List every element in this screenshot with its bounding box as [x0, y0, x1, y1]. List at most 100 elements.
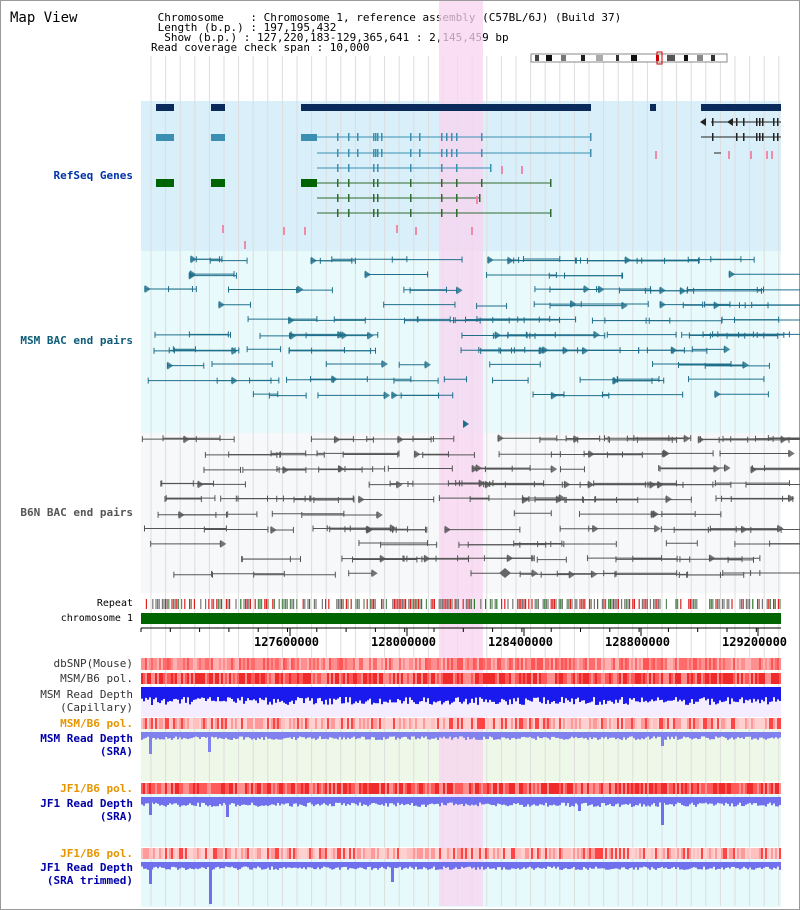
jf1-b6-pol-strip-2: [777, 848, 779, 859]
msm-capillary-depth: [609, 687, 611, 701]
msm-capillary-depth: [359, 687, 361, 701]
msm-capillary-depth: [407, 687, 409, 704]
msm-b6-pol-strip-2: [547, 718, 549, 729]
jf1-b6-pol-strip: [709, 783, 711, 794]
jf1-sra-depth: [737, 797, 739, 805]
jf1-b6-pol-strip-2: [721, 848, 723, 859]
dbsnp-strip: [237, 658, 239, 670]
msm-sra-depth: [535, 732, 537, 740]
msm-bac-pair-arrow: [337, 330, 344, 339]
jf1-trim-depth: [439, 862, 441, 870]
msm-b6-pol-strip: [385, 673, 387, 684]
jf1-b6-pol-strip: [291, 783, 293, 794]
jf1-b6-pol-strip: [731, 783, 733, 794]
jf1-b6-pol-strip: [163, 783, 165, 794]
jf1-sra-depth: [647, 797, 649, 806]
refseq-exon: [759, 118, 761, 126]
dbsnp-strip: [147, 658, 149, 670]
msm-b6-pol-strip-2: [321, 718, 323, 729]
msm-b6-pol-strip-2: [525, 718, 527, 729]
jf1-b6-pol-strip-2: [149, 848, 151, 859]
jf1-trim-depth: [295, 862, 297, 868]
msm-capillary-depth: [295, 687, 297, 701]
jf1-b6-pol-strip-2: [679, 848, 681, 859]
msm-sra-depth: [603, 732, 605, 739]
msm-capillary-depth: [501, 687, 503, 699]
jf1-sra-depth: [757, 797, 759, 806]
jf1-trim-depth: [555, 862, 557, 869]
repeat-mark: [747, 599, 749, 609]
msm-sra-depth: [437, 732, 439, 740]
repeat-mark: [491, 599, 493, 609]
msm-capillary-depth: [215, 687, 217, 702]
msm-b6-pol-strip-2: [355, 718, 357, 729]
msm-sra-depth: [751, 732, 753, 740]
msm-b6-pol-strip: [487, 673, 489, 684]
dbsnp-strip: [513, 658, 515, 670]
repeat-mark: [289, 599, 291, 609]
jf1-sra-depth: [277, 797, 279, 803]
jf1-b6-pol-strip: [285, 783, 287, 794]
jf1-b6-pol-strip-2: [425, 848, 427, 859]
jf1-sra-depth: [443, 797, 445, 805]
msm-capillary-depth: [339, 687, 341, 698]
jf1-b6-pol-strip-2: [153, 848, 155, 859]
msm-b6-pol-strip: [277, 673, 279, 684]
jf1-b6-pol-strip: [275, 783, 277, 794]
msm-capillary-depth: [469, 687, 471, 703]
jf1-trim-depth: [283, 862, 285, 868]
repeat-mark: [614, 599, 616, 609]
msm-b6-pol-strip-2: [643, 718, 645, 729]
jf1-b6-pol-strip-2: [477, 848, 479, 859]
msm-capillary-depth: [705, 687, 707, 701]
jf1-b6-pol-strip-2: [609, 848, 611, 859]
msm-b6-pol-strip-2: [531, 718, 533, 729]
jf1-b6-pol-strip: [621, 783, 623, 794]
jf1-b6-pol-strip: [143, 783, 145, 794]
refseq-genes-label[interactable]: RefSeq Genes: [53, 169, 133, 182]
refseq-exon: [756, 133, 758, 141]
msm-b6-pol-strip: [245, 673, 247, 684]
dbsnp-strip: [641, 658, 643, 670]
jf1-b6-pol-strip-2: [369, 848, 371, 859]
b6n-bac-label[interactable]: B6N BAC end pairs: [20, 506, 133, 519]
msm-b6-pol-strip-2: [535, 718, 537, 729]
jf1-trim-depth: [567, 862, 569, 870]
msm-bac-label[interactable]: MSM BAC end pairs: [20, 334, 133, 347]
msm-sra-depth: [557, 732, 559, 738]
jf1-sra-depth: [229, 797, 231, 805]
repeat-mark: [645, 599, 647, 609]
jf1-trim-depth: [411, 862, 413, 868]
msm-sra-depth: [401, 732, 403, 738]
jf1-sra-depth: [591, 797, 593, 805]
msm-b6-pol-strip: [617, 673, 619, 684]
refseq-exon: [446, 133, 448, 141]
jf1-b6-pol-strip-2: [333, 848, 335, 859]
msm-b6-pol-strip-2: [585, 718, 587, 729]
jf1-b6-pol-strip: [641, 783, 643, 794]
dbsnp-strip: [201, 658, 203, 670]
jf1-b6-pol-strip: [509, 783, 511, 794]
msm-b6-pol-strip: [573, 673, 575, 684]
jf1-sra-depth: [439, 797, 441, 807]
msm-b6-pol-strip: [587, 673, 589, 684]
jf1-trim-depth: [493, 862, 495, 869]
repeat-mark: [745, 599, 747, 609]
msm-capillary-depth: [223, 687, 225, 701]
msm-b6-pol-strip: [307, 673, 309, 684]
dbsnp-strip: [625, 658, 627, 670]
msm-bac-pair-arrow: [297, 285, 304, 294]
msm-b6-pol-strip-2: [273, 718, 275, 729]
jf1-b6-pol-strip-2: [215, 848, 217, 859]
dbsnp-strip: [577, 658, 579, 670]
msm-b6-pol-strip: [673, 673, 675, 684]
jf1-trim-depth: [617, 862, 619, 869]
jf1-sra-depth: [725, 797, 727, 803]
repeat-mark: [605, 599, 607, 609]
msm-b6-pol-strip-2: [225, 718, 227, 729]
jf1-b6-pol-strip-2: [705, 848, 707, 859]
dbsnp-strip: [239, 658, 241, 670]
msm-b6-pol-strip-2: [497, 718, 499, 729]
jf1-b6-pol-strip: [241, 783, 243, 794]
